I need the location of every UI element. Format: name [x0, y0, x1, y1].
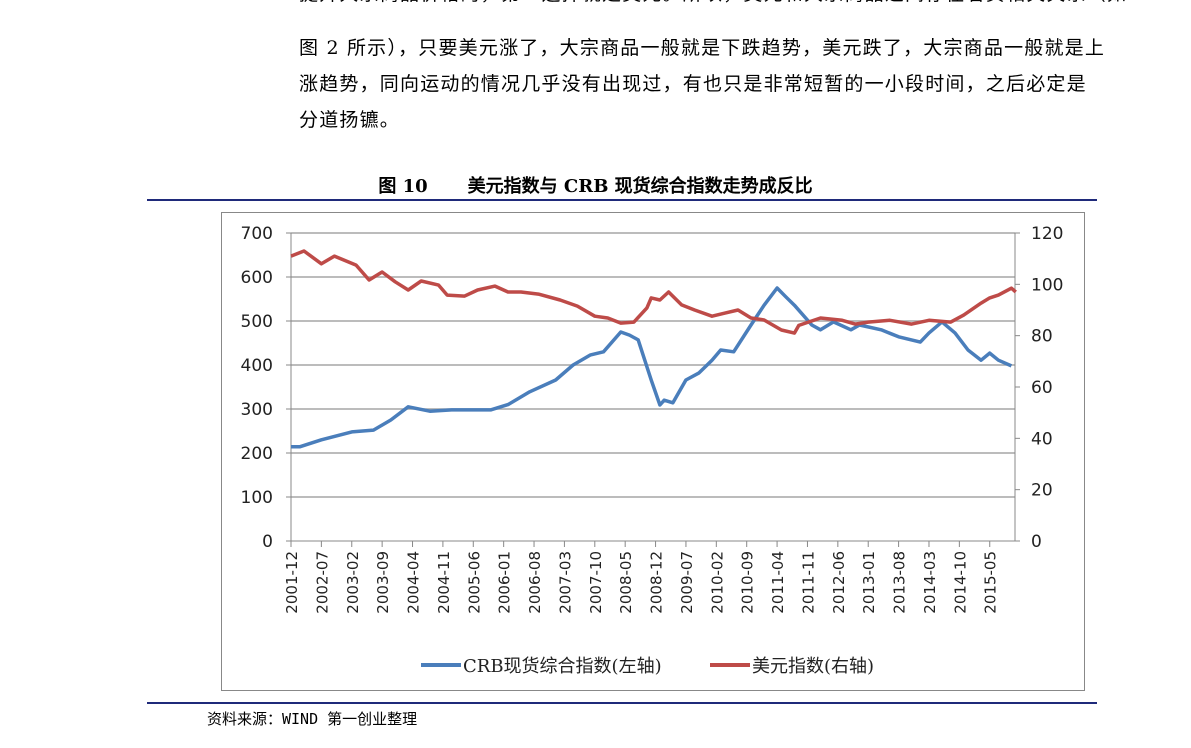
- x-tick-label: 2007-10: [587, 551, 605, 614]
- x-tick-label: 2010-02: [708, 551, 726, 614]
- figure-caption: 美元指数与 CRB 现货综合指数走势成反比: [467, 176, 813, 197]
- right-tick-label: 0: [1031, 532, 1042, 552]
- left-tick-label: 0: [262, 532, 273, 552]
- bottom-rule: [147, 702, 1097, 704]
- left-tick-label: 100: [241, 488, 273, 508]
- x-tick-label: 2011-04: [769, 551, 787, 614]
- right-tick-label: 60: [1031, 378, 1053, 398]
- x-tick-label: 2004-04: [405, 551, 423, 614]
- x-tick-label: 2014-03: [921, 551, 939, 614]
- right-tick-label: 40: [1031, 429, 1053, 449]
- x-tick-label: 2012-06: [830, 551, 848, 614]
- x-tick-label: 2009-07: [678, 551, 696, 614]
- x-tick-label: 2008-12: [648, 551, 666, 614]
- x-tick-label: 2013-01: [860, 551, 878, 614]
- figure-number: 图 10: [378, 176, 428, 197]
- source-note: 资料来源：WIND 第一创业整理: [207, 710, 418, 728]
- x-tick-label: 2010-09: [739, 551, 757, 614]
- usd-series-line: [290, 249, 1017, 335]
- left-tick-label: 400: [241, 356, 273, 376]
- x-tick-label: 2003-09: [374, 551, 392, 614]
- x-tick-label: 2015-05: [982, 551, 1000, 614]
- x-tick-label: 2011-11: [799, 551, 817, 614]
- x-tick-label: 2006-01: [496, 551, 514, 614]
- left-tick-label: 200: [241, 444, 273, 464]
- paragraph-line: 提升大宗商品价格的，第一选择就是美元。所以，美元和大宗商品之间存在着负相关关系（…: [299, 0, 1129, 12]
- x-tick-label: 2013-08: [891, 551, 909, 614]
- left-tick-label: 600: [241, 268, 273, 288]
- x-tick-label: 2014-10: [951, 551, 969, 614]
- x-tick-label: 2003-02: [344, 551, 362, 614]
- x-tick-label: 2005-06: [465, 551, 483, 614]
- right-tick-label: 20: [1031, 481, 1053, 501]
- x-tick-label: 2007-03: [556, 551, 574, 614]
- body-paragraph: 提升大宗商品价格的，第一选择就是美元。所以，美元和大宗商品之间存在着负相关关系（…: [299, 0, 1129, 138]
- paragraph-line: 图 2 所示），只要美元涨了，大宗商品一般就是下跌趋势，美元跌了，大宗商品一般就…: [299, 37, 1106, 59]
- paragraph-line: 涨趋势，同向运动的情况几乎没有出现过，有也只是非常短暂的一小段时间，之后必定是: [299, 73, 1087, 95]
- x-tick-label: 2006-08: [526, 551, 544, 614]
- left-tick-label: 700: [241, 224, 273, 244]
- right-tick-label: 120: [1031, 224, 1063, 244]
- figure-title: 图 10 美元指数与 CRB 现货综合指数走势成反比: [0, 172, 1191, 198]
- title-rule: [147, 199, 1097, 201]
- right-tick-label: 100: [1031, 275, 1063, 295]
- left-tick-label: 300: [241, 400, 273, 420]
- legend-label-usd: 美元指数(右轴): [752, 656, 874, 677]
- right-tick-label: 80: [1031, 327, 1053, 347]
- left-tick-label: 500: [241, 312, 273, 332]
- chart-frame: [221, 212, 1085, 691]
- x-tick-label: 2008-05: [617, 551, 635, 614]
- x-tick-label: 2004-11: [435, 551, 453, 614]
- x-tick-label: 2001-12: [283, 551, 301, 614]
- x-tick-label: 2002-07: [313, 551, 331, 614]
- crb-series-line: [291, 286, 1013, 449]
- legend-label-crb: CRB现货综合指数(左轴): [463, 656, 662, 677]
- paragraph-line: 分道扬镳。: [299, 109, 401, 131]
